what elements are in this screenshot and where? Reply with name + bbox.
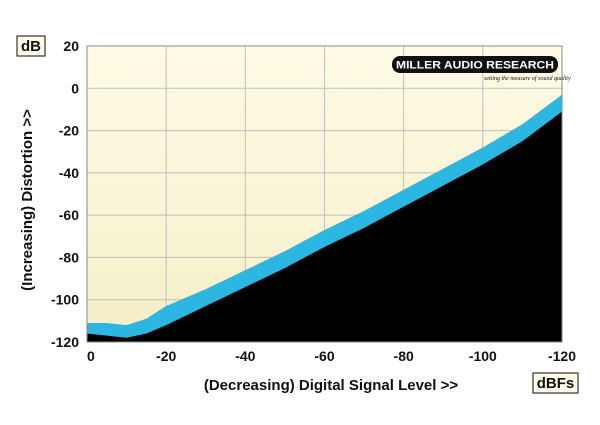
y-unit-box: dB	[16, 35, 46, 57]
y-tick-label: 20	[63, 38, 79, 54]
x-tick-label: -40	[235, 348, 255, 364]
y-tick-label: -120	[51, 334, 79, 350]
y-axis-label: (Increasing) Distortion >>	[19, 109, 36, 291]
y-tick-label: -100	[51, 292, 79, 308]
y-tick-label: -20	[59, 123, 79, 139]
y-tick-label: -40	[59, 165, 79, 181]
y-axis-ticks: 20 0 -20 -40 -60 -80 -100 -120	[51, 38, 79, 350]
y-tick-label: 0	[71, 80, 79, 96]
y-unit-label: dB	[21, 38, 41, 55]
plot-frame	[86, 45, 563, 343]
x-unit-box: dBFs	[532, 372, 579, 394]
x-tick-label: -120	[548, 348, 576, 364]
y-unit-box-frame	[16, 35, 46, 57]
noise-floor-area	[87, 111, 562, 343]
y-tick-label: -60	[59, 207, 79, 223]
brand-logo: MILLER AUDIO RESEARCH setting the measur…	[392, 56, 571, 82]
logo-badge	[392, 56, 558, 73]
logo-tagline: setting the measure of sound quality	[484, 75, 571, 82]
x-axis-label: (Decreasing) Digital Signal Level >>	[204, 377, 458, 394]
y-tick-label: -80	[59, 249, 79, 265]
x-tick-label: -60	[314, 348, 334, 364]
x-unit-label: dBFs	[537, 375, 575, 392]
x-unit-box-frame	[532, 372, 579, 394]
x-tick-label: -80	[394, 348, 414, 364]
x-tick-label: 0	[87, 348, 95, 364]
x-tick-label: -20	[156, 348, 176, 364]
x-axis-ticks: 0 -20 -40 -60 -80 -100 -120	[87, 348, 576, 364]
logo-text: MILLER AUDIO RESEARCH	[396, 60, 554, 72]
x-tick-label: -100	[469, 348, 497, 364]
